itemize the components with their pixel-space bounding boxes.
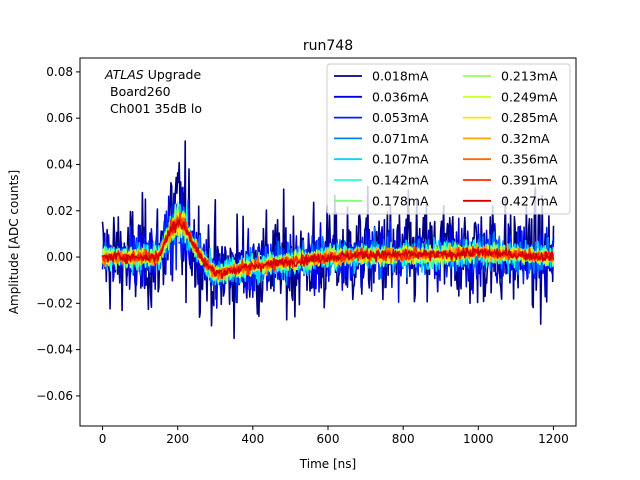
- y-tick-label: 0.08: [46, 65, 73, 79]
- x-tick-label: 800: [392, 432, 415, 446]
- x-tick-label: 400: [241, 432, 264, 446]
- legend-label: 0.285mA: [501, 110, 558, 125]
- legend-label: 0.213mA: [501, 69, 558, 84]
- atlas-annotation: ATLAS Upgrade Board260 Ch001 35dB lo: [104, 67, 202, 116]
- legend-label: 0.142mA: [372, 173, 429, 188]
- x-tick-label: 0: [99, 432, 107, 446]
- legend-label: 0.249mA: [501, 89, 558, 104]
- chart-title: run748: [303, 38, 353, 54]
- y-tick-label: 0.06: [46, 111, 73, 125]
- atlas-rest: Upgrade: [144, 67, 202, 82]
- y-tick-label: 0.00: [46, 250, 73, 264]
- y-tick-label: 0.02: [46, 204, 73, 218]
- y-tick-label: −0.02: [36, 296, 73, 310]
- legend-label: 0.018mA: [372, 69, 429, 84]
- x-tick-label: 1200: [538, 432, 569, 446]
- legend-label: 0.036mA: [372, 89, 429, 104]
- legend-label: 0.427mA: [501, 193, 558, 208]
- annotation-board: Board260: [110, 84, 171, 99]
- series-line: [101, 219, 555, 280]
- svg-text:ATLAS Upgrade: ATLAS Upgrade: [104, 67, 201, 82]
- legend-label: 0.391mA: [501, 173, 558, 188]
- x-tick-label: 200: [166, 432, 189, 446]
- y-tick-label: −0.06: [36, 389, 73, 403]
- legend-label: 0.178mA: [372, 193, 429, 208]
- y-axis-label: Amplitude [ADC counts]: [7, 170, 21, 314]
- y-tick-label: −0.04: [36, 343, 73, 357]
- x-tick-label: 600: [317, 432, 340, 446]
- legend-label: 0.071mA: [372, 131, 429, 146]
- legend-label: 0.053mA: [372, 110, 429, 125]
- x-axis: 0 200 400 600 800 1000 1200: [99, 426, 569, 446]
- atlas-italic: ATLAS: [104, 67, 144, 82]
- annotation-channel: Ch001 35dB lo: [110, 101, 202, 116]
- series-layer: [101, 140, 555, 340]
- y-axis: −0.06 −0.04 −0.02 0.00 0.02 0.04 0.06 0.08: [36, 65, 80, 403]
- legend-label: 0.356mA: [501, 152, 558, 167]
- x-axis-label: Time [ns]: [299, 457, 356, 471]
- legend-label: 0.107mA: [372, 152, 429, 167]
- x-tick-label: 1000: [463, 432, 494, 446]
- legend-label: 0.32mA: [501, 131, 550, 146]
- legend: 0.018mA 0.036mA 0.053mA 0.071mA 0.107mA 0.142…: [326, 63, 571, 215]
- legend-frame: [326, 63, 571, 215]
- y-tick-label: 0.04: [46, 157, 73, 171]
